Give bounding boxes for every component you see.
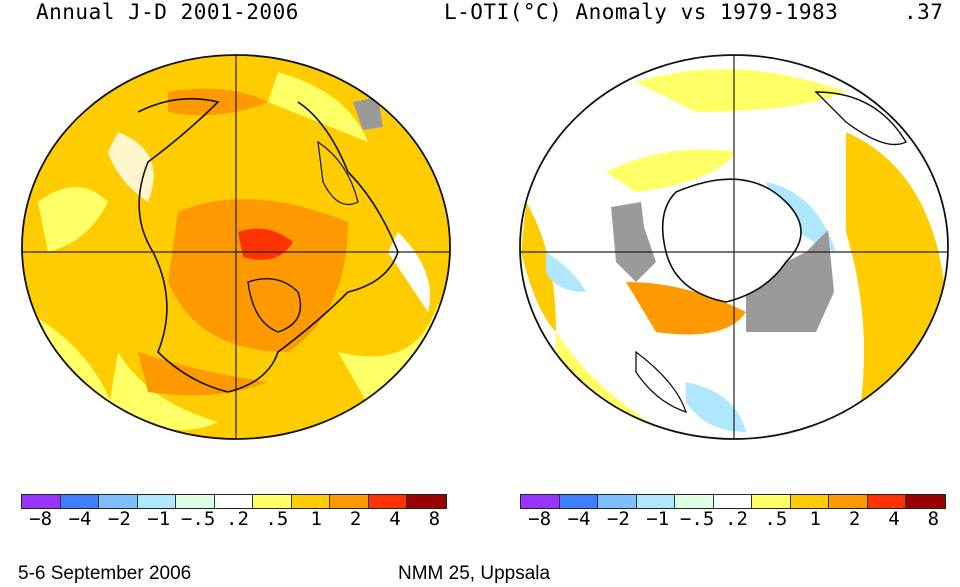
color-scale-tick-label: 1 [310, 508, 322, 530]
color-scale-tick-label: −4 [68, 508, 92, 530]
color-scale-tick-label: 4 [389, 508, 401, 530]
color-swatch [559, 495, 598, 508]
color-swatch [598, 495, 637, 508]
color-scale-tick-label: −2 [107, 508, 131, 530]
color-scale-tick-label: −1 [147, 508, 171, 530]
color-scale-tick-label: −1 [646, 508, 670, 530]
color-scale-tick-label: 1 [809, 508, 821, 530]
right-map-title: L-OTI(°C) Anomaly vs 1979-1983 [444, 0, 839, 24]
color-scale-tick-label: .5 [265, 508, 289, 530]
color-swatch [291, 495, 330, 508]
color-scale-tick-label: .5 [764, 508, 788, 530]
color-swatch [137, 495, 176, 508]
color-scale-tick-label: 8 [428, 508, 441, 530]
color-scale-tick-label: −.5 [180, 508, 216, 530]
color-swatch [752, 495, 791, 508]
color-swatch [906, 495, 945, 508]
color-swatch [99, 495, 138, 508]
color-swatch [176, 495, 215, 508]
color-swatch [675, 495, 714, 508]
color-swatch [60, 495, 99, 508]
color-scale-tick-label: 2 [349, 508, 362, 530]
color-scale-tick-label: −.5 [679, 508, 715, 530]
color-swatch [829, 495, 868, 508]
color-scale-ticks-left: −8 −4 −2 −1 −.5 .2 .5 1 2 4 8 [21, 508, 454, 534]
color-scale-tick-label: 8 [927, 508, 940, 530]
color-scale-tick-label: −8 [528, 508, 552, 530]
color-scale-tick-label: .2 [226, 508, 249, 530]
color-swatch [22, 495, 61, 508]
left-map-title: Annual J-D 2001-2006 [36, 0, 299, 24]
color-scale-tick-label: −8 [29, 508, 53, 530]
color-scale-tick-label: .2 [725, 508, 748, 530]
northern-hemisphere-map [21, 54, 451, 440]
color-swatch [253, 495, 292, 508]
global-mean-value: .37 [904, 0, 944, 24]
color-scale-tick-label: 2 [848, 508, 861, 530]
color-scale-bar-left [21, 494, 447, 509]
color-scale-bar-right [520, 494, 946, 509]
southern-hemisphere-map [519, 54, 949, 440]
color-swatch [368, 495, 407, 508]
color-swatch [330, 495, 369, 508]
color-swatch [867, 495, 906, 508]
color-swatch [713, 495, 752, 508]
color-scale-tick-label: −4 [567, 508, 591, 530]
color-swatch [790, 495, 829, 508]
color-swatch [407, 495, 446, 508]
color-swatch [636, 495, 675, 508]
color-swatch [521, 495, 560, 508]
footer-event: NMM 25, Uppsala [398, 563, 551, 584]
footer-date: 5-6 September 2006 [18, 563, 192, 584]
color-scale-ticks-right: −8 −4 −2 −1 −.5 .2 .5 1 2 4 8 [520, 508, 953, 534]
color-swatch [214, 495, 253, 508]
color-scale-tick-label: 4 [888, 508, 900, 530]
color-scale-tick-label: −2 [606, 508, 630, 530]
